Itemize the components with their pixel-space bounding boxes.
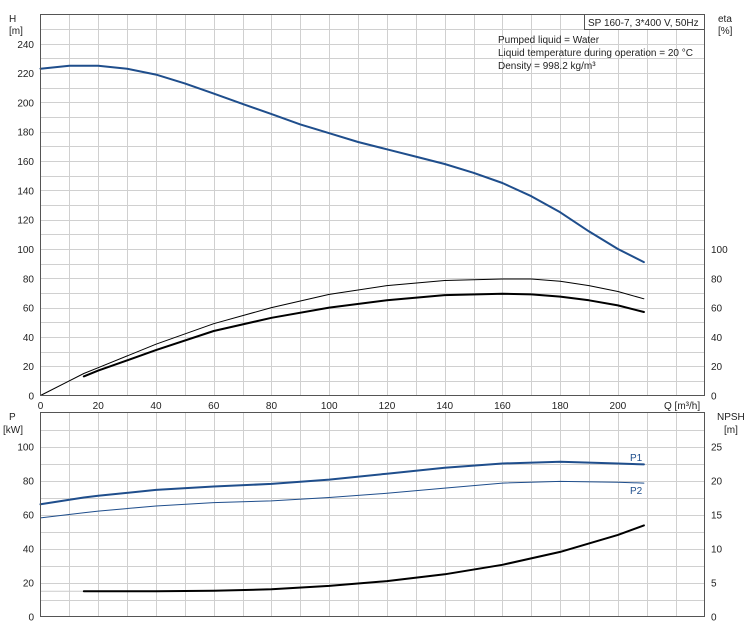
- top-series-line-1: [40, 278, 645, 396]
- bottom-series-line-3: [82, 524, 645, 593]
- bottom-right-tick-label: 10: [711, 545, 723, 556]
- top-right-tick-label: 60: [711, 304, 723, 315]
- x-axis-label: Q [m³/h]: [664, 401, 700, 412]
- title-box: [584, 14, 705, 30]
- bottom-right-tick-label: 25: [711, 443, 723, 454]
- bottom-left-tick-label: 80: [23, 477, 35, 488]
- top-left-tick-label: 20: [23, 362, 35, 373]
- annotation-liquid: Pumped liquid = Water: [498, 35, 600, 46]
- bottom-right-tick-label: 15: [711, 511, 723, 522]
- bottom-series-line-p2: [40, 480, 645, 519]
- top-series-line-0: [39, 64, 645, 264]
- bottom-plot-frame: [40, 412, 705, 617]
- x-tick-label: 20: [93, 401, 105, 412]
- top-left-tick-label: 100: [17, 245, 34, 256]
- top-tick-labels: 0204060801001201401601802002202400204060…: [17, 40, 728, 412]
- x-tick-label: 0: [38, 401, 44, 412]
- top-right-tick-label: 80: [711, 274, 723, 285]
- top-left-tick-label: 140: [17, 186, 34, 197]
- bottom-left-tick-label: 0: [28, 613, 34, 624]
- top-left-tick-label: 240: [17, 40, 34, 51]
- top-left-tick-label: 120: [17, 216, 34, 227]
- bottom-grid: [40, 412, 705, 617]
- bottom-left-tick-label: 20: [23, 579, 35, 590]
- top-left-axis-label: H: [9, 14, 16, 25]
- series-label-p2: P2: [630, 486, 643, 497]
- top-left-tick-label: 60: [23, 304, 35, 315]
- top-left-tick-label: 0: [28, 392, 34, 403]
- x-tick-label: 100: [321, 401, 338, 412]
- x-tick-label: 40: [150, 401, 162, 412]
- bottom-left-tick-label: 40: [23, 545, 35, 556]
- x-tick-label: 140: [436, 401, 453, 412]
- bottom-series-line-p1: [39, 460, 645, 506]
- bottom-tick-labels: 0 20 40 60 80 100 0 5 10 15 20 25: [17, 443, 722, 624]
- annotation-density: Density = 998.2 kg/m³: [498, 61, 596, 72]
- series-label-p1: P1: [630, 453, 643, 464]
- top-right-tick-label: 100: [711, 245, 728, 256]
- bottom-right-tick-label: 20: [711, 477, 723, 488]
- x-tick-label: 60: [208, 401, 220, 412]
- top-left-axis-unit: [m]: [9, 26, 23, 37]
- bottom-chart-series: [39, 460, 645, 593]
- bottom-left-tick-label: 100: [17, 443, 34, 454]
- top-right-tick-label: 20: [711, 362, 723, 373]
- x-tick-label: 200: [610, 401, 627, 412]
- bottom-right-axis-label: NPSH: [717, 412, 745, 423]
- bottom-left-axis-label: P: [9, 412, 16, 423]
- top-right-tick-label: 0: [711, 392, 717, 403]
- top-series-line-2: [82, 292, 645, 378]
- x-tick-label: 180: [552, 401, 569, 412]
- top-left-tick-label: 160: [17, 157, 34, 168]
- x-tick-label: 160: [494, 401, 511, 412]
- annotation-temperature: Liquid temperature during operation = 20…: [498, 48, 693, 59]
- top-left-tick-label: 180: [17, 128, 34, 139]
- bottom-left-tick-label: 60: [23, 511, 35, 522]
- x-tick-label: 80: [266, 401, 278, 412]
- top-left-tick-label: 200: [17, 98, 34, 109]
- top-plot-frame: [40, 14, 705, 396]
- top-left-tick-label: 80: [23, 274, 35, 285]
- top-right-tick-label: 40: [711, 333, 723, 344]
- bottom-right-tick-label: 5: [711, 579, 717, 590]
- top-left-tick-label: 40: [23, 333, 35, 344]
- top-left-tick-label: 220: [17, 69, 34, 80]
- chart-title: SP 160-7, 3*400 V, 50Hz: [588, 18, 699, 29]
- bottom-right-tick-label: 0: [711, 613, 717, 624]
- top-right-axis-unit: [%]: [718, 26, 733, 37]
- x-tick-label: 120: [379, 401, 396, 412]
- top-right-axis-label: eta: [718, 14, 732, 25]
- bottom-right-axis-unit: [m]: [724, 425, 738, 436]
- top-chart-series: [39, 64, 645, 396]
- bottom-left-axis-unit: [kW]: [3, 425, 23, 436]
